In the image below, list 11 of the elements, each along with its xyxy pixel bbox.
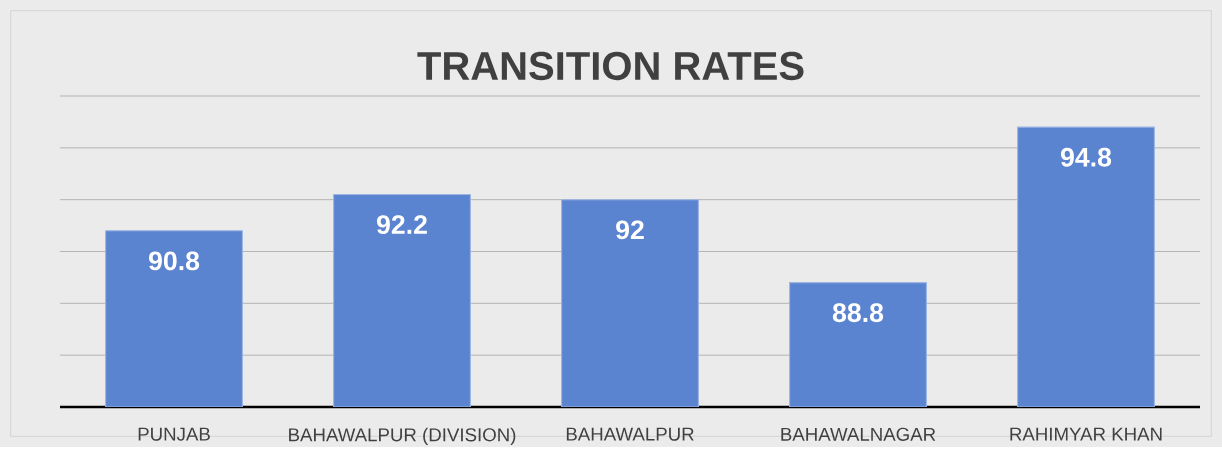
data-label: 94.8 <box>1060 148 1112 167</box>
data-label: 88.8 <box>832 303 884 323</box>
x-tick-label: BAHAWALNAGAR <box>781 427 936 442</box>
x-tick-label: RAHIMYAR KHAN <box>1010 427 1162 441</box>
x-tick-label: BAHAWALPUR <box>566 427 694 441</box>
data-label: 90.8 <box>148 251 200 271</box>
x-tick-label: PUNJAB <box>138 427 210 441</box>
data-label: 92 <box>616 220 644 240</box>
x-tick-label: BAHAWALPUR (DIVISION) <box>289 427 516 446</box>
data-label: 92.2 <box>376 215 427 235</box>
chart-title: TRANSITION RATES <box>417 52 804 81</box>
